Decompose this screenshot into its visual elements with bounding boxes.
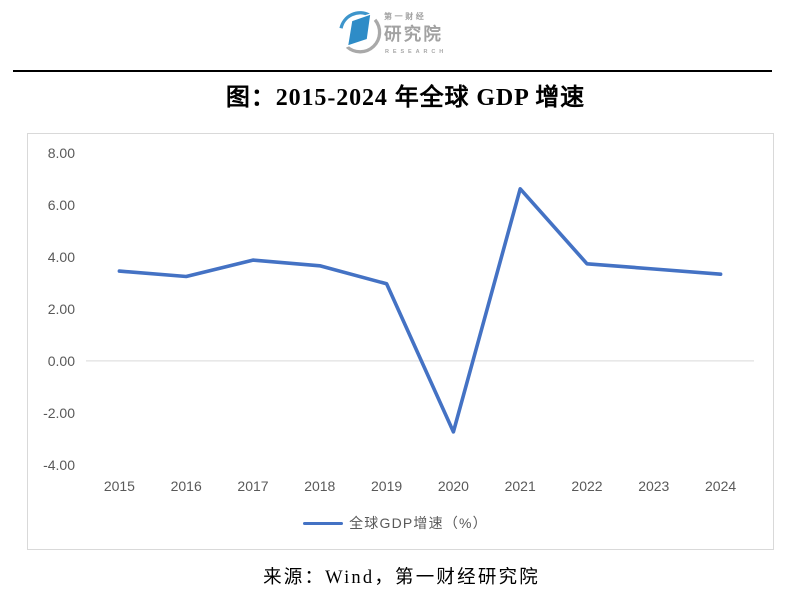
y-tick-label: 6.00 — [47, 196, 75, 213]
y-tick-label: 4.00 — [47, 248, 75, 265]
x-tick-label: 2016 — [170, 478, 202, 494]
yicai-research-logo: 第一财经 研究院 RESEARCH — [336, 8, 448, 55]
logo-brand-cn: 第一财经 — [384, 12, 427, 21]
source-note: 来源：Wind，第一财经研究院 — [263, 568, 540, 588]
chart-title: 图：2015-2024 年全球 GDP 增速 — [225, 85, 586, 111]
x-tick-label: 2019 — [371, 478, 403, 494]
header-divider — [13, 70, 772, 72]
y-tick-label: 0.00 — [47, 352, 75, 369]
x-tick-label: 2024 — [705, 478, 737, 494]
x-tick-label: 2022 — [571, 478, 603, 494]
chart-legend: 全球GDP增速（%） — [22, 516, 769, 531]
yicai-logo-text: 第一财经 研究院 RESEARCH — [384, 8, 448, 55]
y-tick-label: -4.00 — [43, 457, 75, 473]
legend-label: 全球GDP增速（%） — [349, 515, 488, 531]
y-tick-label: 8.00 — [47, 144, 75, 161]
y-tick-label: 2.00 — [47, 300, 75, 317]
x-tick-label: 2020 — [437, 478, 469, 494]
x-tick-label: 2023 — [638, 478, 670, 494]
x-tick-label: 2015 — [103, 478, 135, 494]
x-tick-label: 2017 — [237, 478, 269, 494]
legend-line-marker-icon — [303, 521, 344, 526]
x-tick-label: 2018 — [304, 478, 336, 494]
logo-research-en: RESEARCH — [385, 49, 448, 55]
yicai-logo-icon — [339, 11, 382, 54]
logo-institute-cn: 研究院 — [384, 24, 444, 44]
x-tick-label: 2021 — [504, 478, 536, 494]
y-tick-label: -2.00 — [43, 404, 75, 421]
